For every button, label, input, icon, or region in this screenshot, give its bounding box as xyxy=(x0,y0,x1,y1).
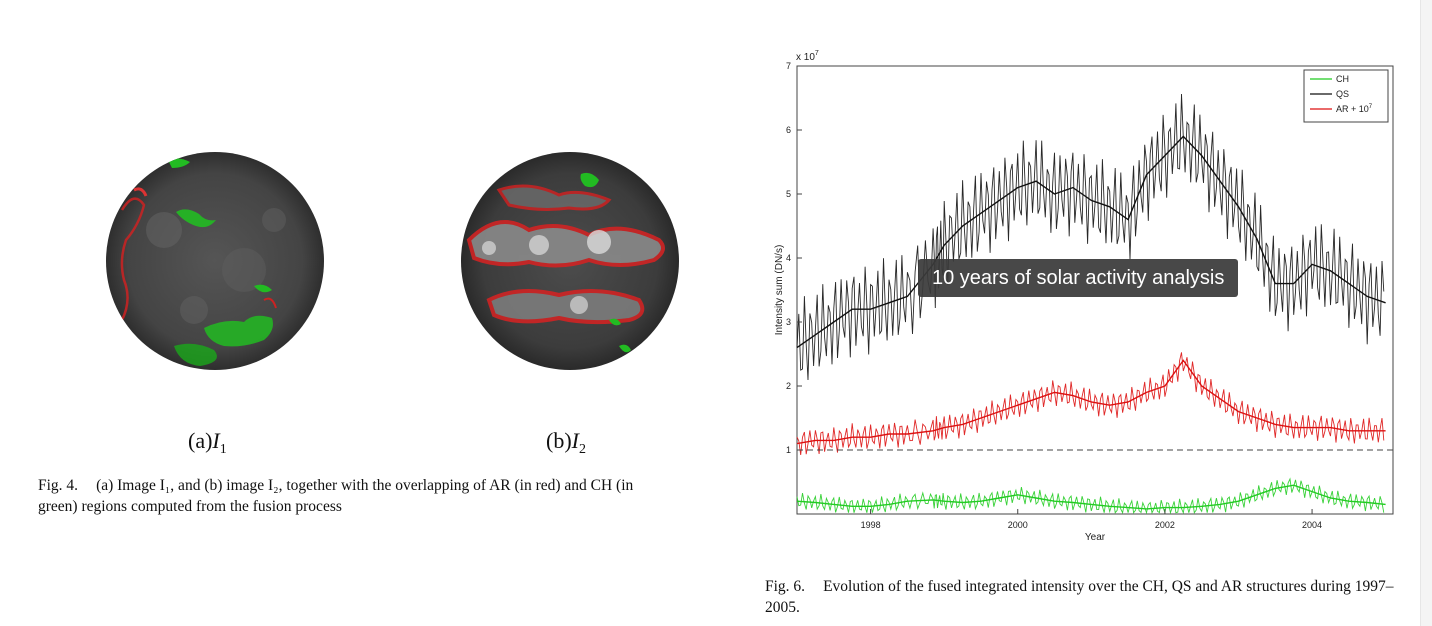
y-tick-label: 4 xyxy=(786,253,791,263)
solar-disk-image-a xyxy=(106,152,324,370)
y-axis-label: Intensity sum (DN/s) xyxy=(774,245,785,336)
x-axis-label: Year xyxy=(1085,532,1106,543)
y-tick-label: 7 xyxy=(786,61,791,71)
fig4-caption-label: Fig. 4. xyxy=(38,477,79,494)
y-tick-label: 2 xyxy=(786,381,791,391)
ch-contour-a4 xyxy=(168,158,190,168)
ar-region-b1 xyxy=(466,220,665,268)
legend-label: QS xyxy=(1336,89,1349,99)
ch-contour-a5 xyxy=(254,284,272,293)
y-tick-label: 5 xyxy=(786,189,791,199)
fig4-caption: Fig. 4. (a) Image I₁, and (b) image I₂, t… xyxy=(38,475,668,517)
ch-contour-b1 xyxy=(580,172,599,188)
x-tick-label: 1998 xyxy=(861,520,881,530)
window-right-edge xyxy=(1420,0,1432,626)
subcaption-b: (b)I2 xyxy=(546,428,586,457)
x-tick-label: 2004 xyxy=(1302,520,1322,530)
plot-frame xyxy=(796,65,1394,515)
disk-a-body xyxy=(106,152,324,370)
ch-contour-a2 xyxy=(204,315,273,347)
ch-contour-b3 xyxy=(609,318,621,326)
x-tick-label: 2002 xyxy=(1155,520,1175,530)
y-tick-label: 6 xyxy=(786,125,791,135)
ch-contour-a1 xyxy=(176,209,216,228)
series-trend-qs xyxy=(796,135,1386,349)
ar-contour-a1 xyxy=(120,197,146,321)
ar-region-b3 xyxy=(496,184,612,211)
legend: CH QS AR + 107 xyxy=(1303,69,1389,123)
fig6-caption-label: Fig. 6. xyxy=(765,578,806,595)
intensity-chart: 1 2 3 4 5 6 7 1998 2000 2002 2004 x 107 Year Inten… xyxy=(774,50,1394,543)
y-tick-label: 1 xyxy=(786,445,791,455)
ch-contour-b2 xyxy=(619,344,631,353)
series-line-ar-10-7 xyxy=(796,352,1385,455)
solar-disk-image-b xyxy=(461,152,679,370)
y-multiplier-label: x 107 xyxy=(796,50,819,63)
fig4-caption-text: (a) Image I₁, and (b) image I₂, together… xyxy=(38,477,634,515)
chart-tooltip: 10 years of solar activity analysis xyxy=(918,259,1239,297)
ar-region-b2 xyxy=(486,289,645,325)
fig6-caption-text: Evolution of the fused integrated intens… xyxy=(765,578,1394,616)
ch-contour-a3 xyxy=(174,343,217,366)
ar-contour-a3 xyxy=(263,297,277,309)
subcaption-a: (a)I1 xyxy=(188,428,227,457)
ar-contour-a2 xyxy=(133,187,148,197)
series-trend-ch xyxy=(796,484,1386,510)
series-line-qs xyxy=(796,93,1385,381)
x-tick-label: 2000 xyxy=(1008,520,1028,530)
fig6-caption: Fig. 6. Evolution of the fused integrated… xyxy=(765,576,1405,618)
legend-label: CH xyxy=(1336,74,1349,84)
series-line-ch xyxy=(796,477,1385,515)
series-trend-ar-10-7 xyxy=(796,359,1386,445)
legend-label: AR + 107 xyxy=(1336,104,1373,114)
y-tick-label: 3 xyxy=(786,317,791,327)
